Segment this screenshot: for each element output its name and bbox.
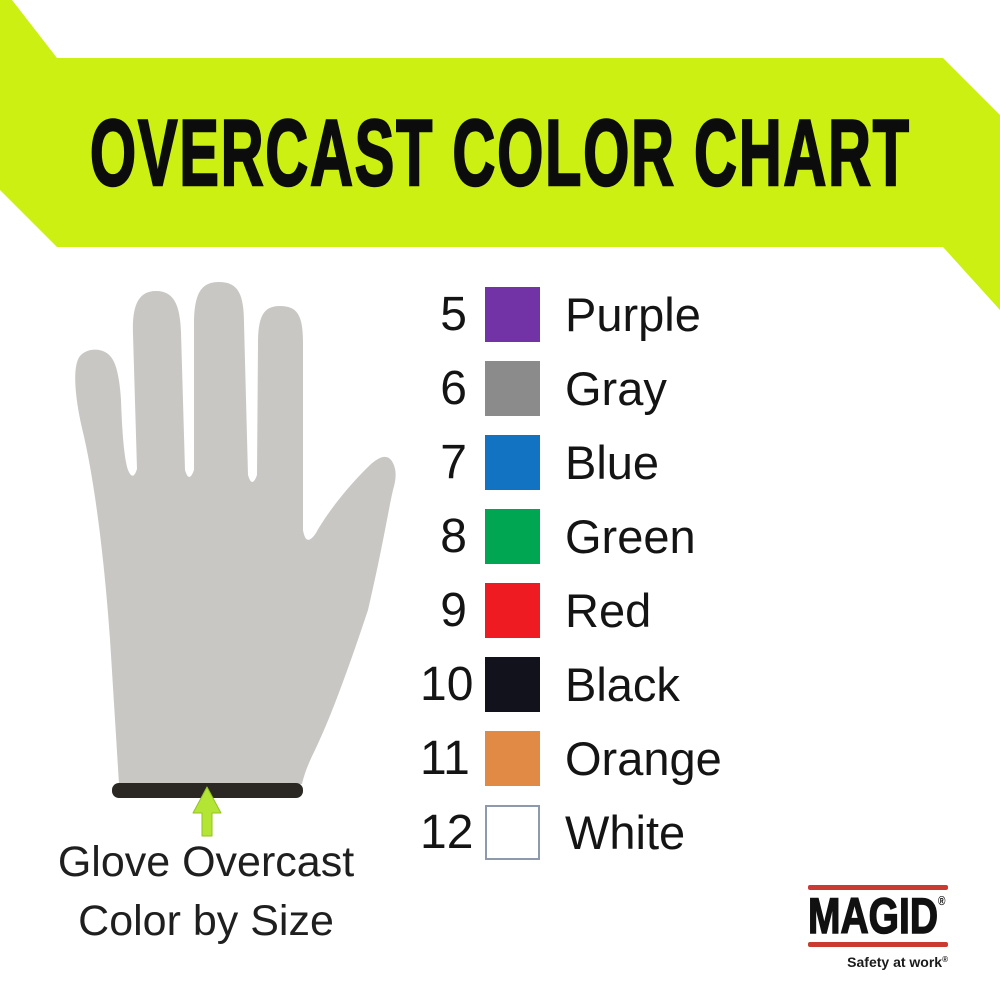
logo-top-bar [808,885,948,890]
size-number: 6 [440,362,467,415]
tagline-registered-mark: ® [942,955,948,964]
color-swatch [485,435,540,490]
glove-silhouette [75,282,396,784]
color-name: Green [565,510,696,563]
legend-row: 5 Purple [420,287,722,342]
glove-caption: Glove Overcast Color by Size [0,833,412,951]
legend-row: 10 Black [420,657,722,712]
size-number: 7 [440,436,467,489]
color-swatch [485,657,540,712]
color-swatch [485,509,540,564]
legend-row: 9 Red [420,583,722,638]
logo-bottom-bar [808,942,948,947]
legend-row: 11 Orange [420,731,722,786]
caption-line-1: Glove Overcast [57,838,355,886]
color-swatch [485,361,540,416]
color-name: Purple [565,288,701,341]
banner-title-area: OVERCAST COLOR CHART [0,58,1000,248]
legend-row: 8 Green [420,509,722,564]
color-swatch [485,731,540,786]
logo-registered-mark: ® [937,893,946,908]
color-name: White [565,806,686,859]
size-color-legend: 5 Purple 6 Gray 7 Blue 8 Green 9 Red 10 [420,287,722,860]
color-name: Blue [565,436,660,489]
color-name: Gray [565,362,667,415]
color-name: Red [565,584,652,637]
page-title: OVERCAST COLOR CHART [89,100,911,205]
glove-illustration [75,282,396,837]
legend-row: 7 Blue [420,435,722,490]
magid-logo: MAGID® Safety at work® [807,885,948,970]
color-name: Black [565,658,680,711]
size-number: 8 [440,510,467,563]
banner-shape [0,0,1000,310]
size-number: 5 [440,288,467,341]
legend-row: 12 White [420,805,722,860]
color-swatch [485,583,540,638]
up-arrow-icon [192,786,222,837]
color-swatch [485,287,540,342]
banner-ribbon [0,0,1000,310]
logo-tagline: Safety at work® [808,954,948,970]
logo-wordmark: MAGID® [807,888,946,944]
legend-row: 6 Gray [420,361,722,416]
logo-wordmark-row: MAGID® [807,888,948,944]
logo-brand-text: MAGID [807,888,938,944]
size-number: 10 [420,658,474,711]
size-number: 9 [440,584,467,637]
caption-line-2: Color by Size [78,897,334,945]
size-number: 11 [420,732,470,785]
color-name: Orange [565,732,722,785]
color-swatch [485,805,540,860]
size-number: 12 [420,806,474,859]
logo-tagline-text: Safety at work [847,954,943,970]
